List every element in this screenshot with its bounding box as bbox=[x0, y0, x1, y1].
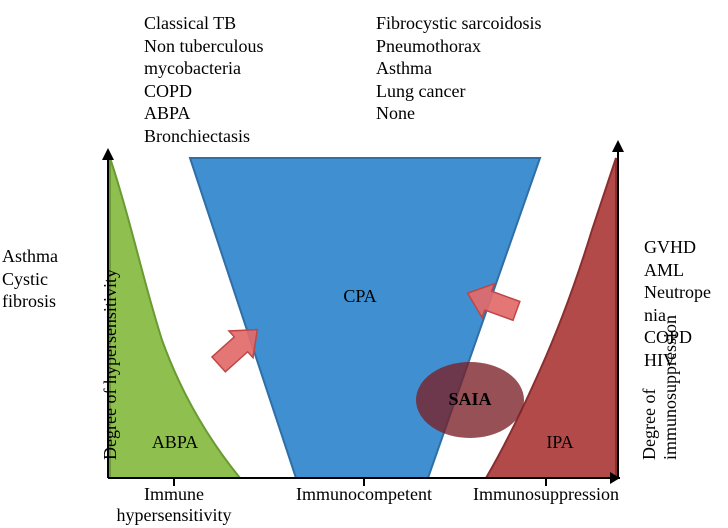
saia-label: SAIA bbox=[440, 389, 500, 410]
x-tick-label-3: Immunosuppression bbox=[456, 484, 636, 505]
y-axis-left-arrowhead bbox=[102, 148, 114, 160]
left-conditions: Asthma Cystic fibrosis bbox=[2, 245, 58, 313]
left-cond-3: fibrosis bbox=[2, 290, 58, 313]
aspergillosis-spectrum-diagram: { "canvas": { "width": 728, "height": 52… bbox=[0, 0, 728, 528]
x-tick-label-1: Immune hypersensitivity bbox=[104, 484, 244, 526]
cpa-label: CPA bbox=[340, 286, 380, 307]
ipa-label: IPA bbox=[540, 432, 580, 453]
top-left-conditions: Classical TB Non tuberculous mycobacteri… bbox=[144, 12, 263, 147]
left-cond-2: Cystic bbox=[2, 268, 58, 291]
top-right-conditions: Fibrocystic sarcoidosis Pneumothorax Ast… bbox=[376, 12, 541, 125]
abpa-label: ABPA bbox=[150, 432, 200, 453]
x-tick-label-2: Immunocompetent bbox=[284, 484, 444, 505]
left-cond-1: Asthma bbox=[2, 245, 58, 268]
y-right-label: Degree of immunosuppression bbox=[639, 315, 681, 460]
y-axis-right-arrowhead bbox=[612, 140, 624, 152]
y-left-label: Degree of hypersensitivity bbox=[100, 269, 121, 460]
